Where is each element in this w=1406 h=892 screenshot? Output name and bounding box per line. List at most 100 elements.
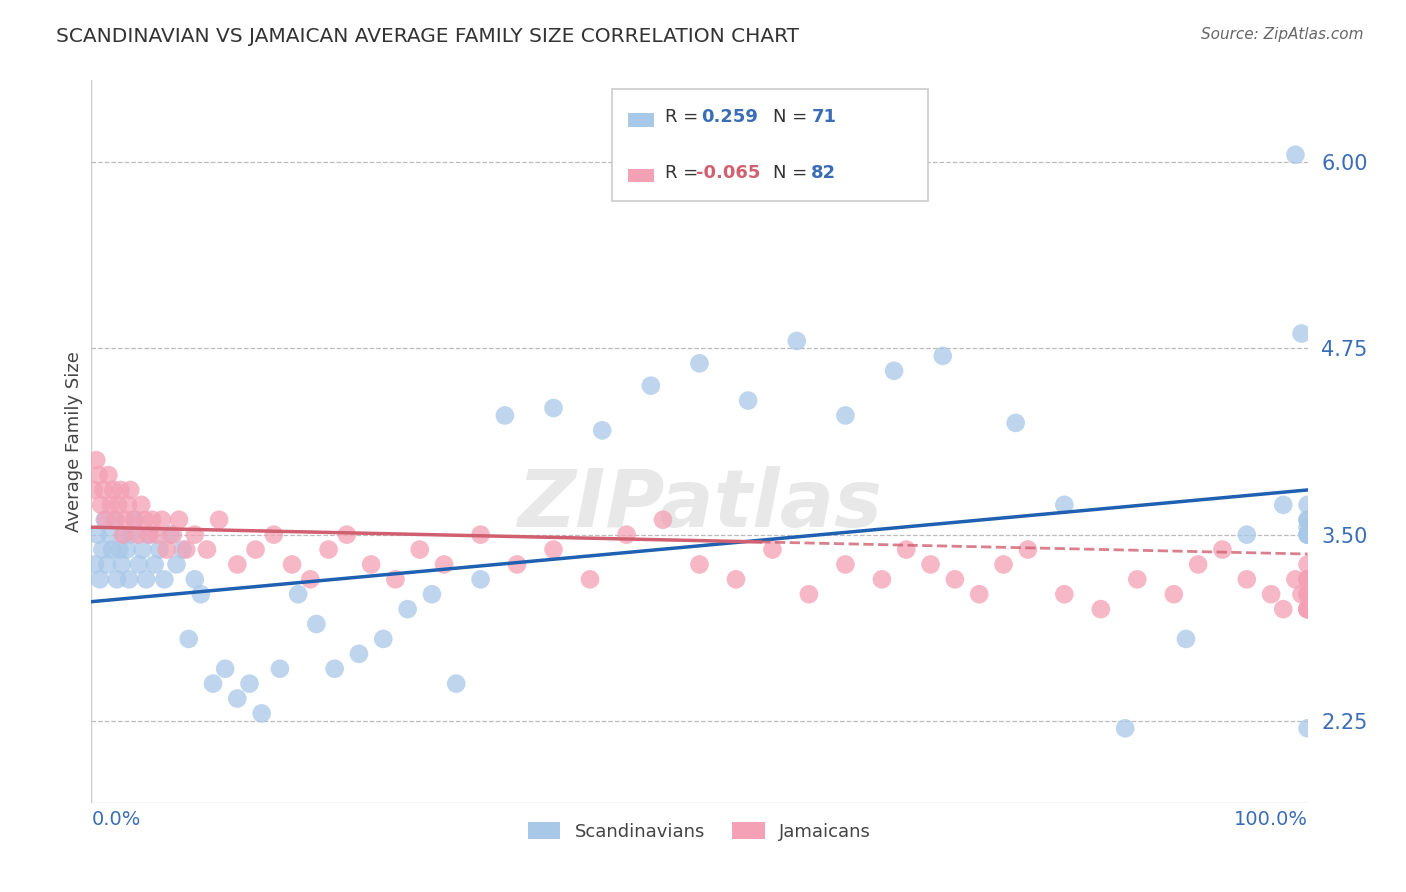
Scandinavians	[420, 587, 443, 601]
Text: 0.0%: 0.0%	[91, 810, 141, 830]
Scandinavians	[177, 632, 200, 646]
Jamaicans	[870, 572, 893, 586]
Jamaicans	[87, 468, 110, 483]
Scandinavians	[143, 558, 166, 572]
Jamaicans	[83, 483, 105, 497]
Jamaicans	[127, 527, 149, 541]
Jamaicans	[184, 527, 207, 541]
Scandinavians	[1296, 513, 1319, 527]
Scandinavians	[118, 572, 141, 586]
Scandinavians	[96, 558, 118, 572]
Jamaicans	[94, 513, 117, 527]
Scandinavians	[347, 647, 370, 661]
Text: 0.259: 0.259	[702, 108, 758, 126]
Text: Source: ZipAtlas.com: Source: ZipAtlas.com	[1201, 27, 1364, 42]
Legend: Scandinavians, Jamaicans: Scandinavians, Jamaicans	[520, 815, 879, 848]
Scandinavians	[94, 513, 117, 527]
Jamaicans	[138, 527, 160, 541]
Jamaicans	[120, 483, 142, 497]
Scandinavians	[269, 662, 291, 676]
Jamaicans	[470, 527, 492, 541]
Jamaicans	[543, 542, 565, 557]
Jamaicans	[993, 558, 1015, 572]
Scandinavians	[214, 662, 236, 676]
Scandinavians	[287, 587, 309, 601]
Scandinavians	[883, 364, 905, 378]
Text: 71: 71	[811, 108, 837, 126]
Scandinavians	[89, 572, 111, 586]
Jamaicans	[103, 483, 125, 497]
Scandinavians	[108, 542, 131, 557]
Jamaicans	[1296, 572, 1319, 586]
Jamaicans	[1163, 587, 1185, 601]
Scandinavians	[121, 527, 143, 541]
Jamaicans	[100, 498, 122, 512]
Jamaicans	[688, 558, 710, 572]
Jamaicans	[299, 572, 322, 586]
Jamaicans	[167, 513, 190, 527]
Scandinavians	[103, 513, 125, 527]
Jamaicans	[1296, 602, 1319, 616]
Jamaicans	[1090, 602, 1112, 616]
Jamaicans	[967, 587, 990, 601]
Scandinavians	[640, 378, 662, 392]
Scandinavians	[184, 572, 207, 586]
Jamaicans	[1017, 542, 1039, 557]
Scandinavians	[1272, 498, 1295, 512]
Jamaicans	[1187, 558, 1209, 572]
Jamaicans	[1296, 602, 1319, 616]
Scandinavians	[139, 527, 162, 541]
Scandinavians	[591, 423, 613, 437]
Jamaicans	[156, 542, 179, 557]
Scandinavians	[112, 527, 135, 541]
Jamaicans	[263, 527, 285, 541]
Jamaicans	[1296, 587, 1319, 601]
Jamaicans	[943, 572, 966, 586]
Jamaicans	[409, 542, 432, 557]
Jamaicans	[1296, 572, 1319, 586]
Jamaicans	[1284, 572, 1306, 586]
Scandinavians	[323, 662, 346, 676]
Jamaicans	[1272, 602, 1295, 616]
Jamaicans	[360, 558, 382, 572]
Scandinavians	[148, 542, 170, 557]
Jamaicans	[150, 513, 173, 527]
Jamaicans	[107, 498, 129, 512]
Jamaicans	[433, 558, 456, 572]
Jamaicans	[652, 513, 675, 527]
Text: 82: 82	[811, 164, 837, 182]
Scandinavians	[166, 558, 188, 572]
Jamaicans	[797, 587, 820, 601]
Jamaicans	[761, 542, 783, 557]
Jamaicans	[724, 572, 747, 586]
Jamaicans	[117, 498, 139, 512]
Text: N =: N =	[773, 164, 813, 182]
Scandinavians	[1053, 498, 1076, 512]
Text: ZIPatlаs: ZIPatlаs	[517, 466, 882, 544]
Jamaicans	[1296, 572, 1319, 586]
Scandinavians	[1004, 416, 1026, 430]
Scandinavians	[1296, 721, 1319, 735]
Scandinavians	[202, 676, 225, 690]
Text: SCANDINAVIAN VS JAMAICAN AVERAGE FAMILY SIZE CORRELATION CHART: SCANDINAVIAN VS JAMAICAN AVERAGE FAMILY …	[56, 27, 799, 45]
Jamaicans	[506, 558, 529, 572]
Jamaicans	[318, 542, 340, 557]
Jamaicans	[195, 542, 218, 557]
Jamaicans	[114, 513, 136, 527]
Scandinavians	[470, 572, 492, 586]
Scandinavians	[115, 542, 138, 557]
Jamaicans	[896, 542, 918, 557]
Jamaicans	[1126, 572, 1149, 586]
Jamaicans	[122, 513, 145, 527]
Scandinavians	[131, 542, 153, 557]
Jamaicans	[1236, 572, 1258, 586]
Scandinavians	[128, 558, 150, 572]
Scandinavians	[1236, 527, 1258, 541]
Jamaicans	[1296, 587, 1319, 601]
Scandinavians	[1296, 527, 1319, 541]
Scandinavians	[396, 602, 419, 616]
Jamaicans	[834, 558, 856, 572]
Jamaicans	[111, 527, 134, 541]
Scandinavians	[737, 393, 759, 408]
Scandinavians	[373, 632, 395, 646]
